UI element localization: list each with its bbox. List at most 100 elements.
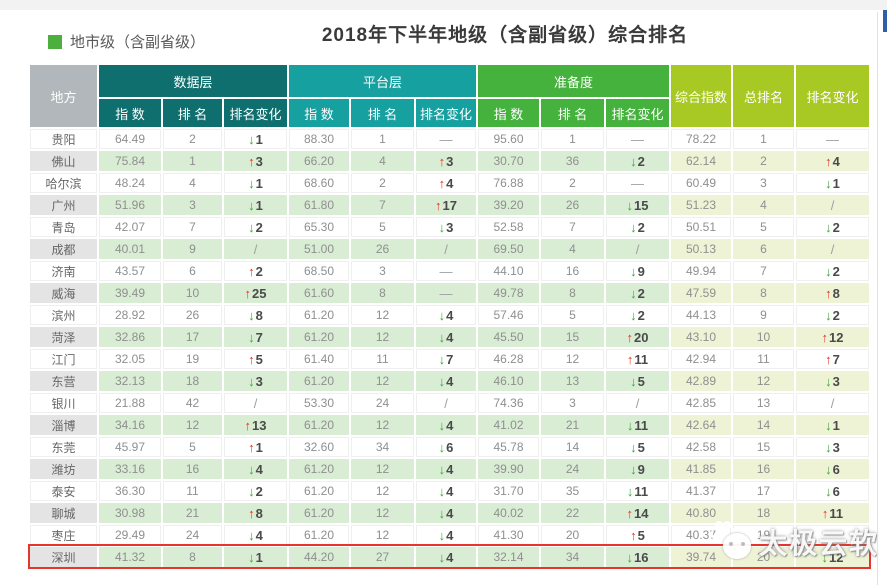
rank-change-cell: ↓ 4	[416, 503, 476, 523]
rank-cell: 8	[163, 547, 222, 567]
index-cell: 69.50	[478, 239, 539, 259]
down-arrow-icon: ↓	[248, 483, 255, 499]
index-cell: 44.13	[671, 305, 731, 325]
rank-change-cell: ↓ 3	[416, 217, 476, 237]
down-arrow-icon: ↓	[438, 461, 446, 477]
index-cell: 39.20	[478, 195, 539, 215]
rank-change-cell: ↓ 6	[796, 481, 869, 501]
down-arrow-icon: ↓	[248, 373, 255, 389]
index-cell: 64.49	[99, 129, 161, 149]
down-arrow-icon: ↓	[630, 285, 637, 301]
rank-cell: 1	[541, 129, 604, 149]
rank-change-cell: ↑ 13	[224, 415, 287, 435]
rank-cell: 12	[351, 305, 414, 325]
rank-change-cell: /	[416, 393, 476, 413]
index-cell: 32.13	[99, 371, 161, 391]
rank-cell: 26	[541, 195, 604, 215]
sub-header: 排 名	[351, 99, 414, 127]
rank-change-cell: ↓ 4	[416, 547, 476, 567]
sub-header: 指 数	[99, 99, 161, 127]
rank-change-cell: ↓ 7	[416, 349, 476, 369]
down-arrow-icon: ↓	[438, 439, 446, 455]
index-cell: 76.88	[478, 173, 539, 193]
rank-change-cell: ↓ 11	[606, 481, 669, 501]
index-cell: 62.14	[671, 151, 731, 171]
index-cell: 50.13	[671, 239, 731, 259]
place-cell: 贵阳	[30, 129, 97, 149]
place-cell: 东营	[30, 371, 97, 391]
up-arrow-icon: ↑	[626, 329, 634, 345]
sub-header: 排名变化	[416, 99, 476, 127]
index-cell: 31.70	[478, 481, 539, 501]
rank-cell: 34	[351, 437, 414, 457]
rank-change-cell: ↓ 15	[606, 195, 669, 215]
index-cell: 41.37	[671, 481, 731, 501]
place-cell: 滨州	[30, 305, 97, 325]
index-cell: 43.10	[671, 327, 731, 347]
index-cell: 42.89	[671, 371, 731, 391]
down-arrow-icon: ↓	[438, 373, 446, 389]
scrollbar-track[interactable]	[877, 12, 878, 585]
rank-cell: 17	[163, 327, 222, 347]
place-cell: 深圳	[30, 547, 97, 567]
rank-change-cell: ↓ 2	[796, 217, 869, 237]
place-cell: 江门	[30, 349, 97, 369]
index-cell: 42.94	[671, 349, 731, 369]
down-arrow-icon: ↓	[825, 461, 832, 477]
down-arrow-icon: ↓	[825, 417, 832, 433]
rank-change-cell: ↓ 2	[796, 261, 869, 281]
index-cell: 39.49	[99, 283, 161, 303]
index-cell: 30.98	[99, 503, 161, 523]
rank-cell: 18	[733, 503, 794, 523]
up-arrow-icon: ↑	[248, 439, 255, 455]
down-arrow-icon: ↓	[248, 175, 255, 191]
place-cell: 成都	[30, 239, 97, 259]
down-arrow-icon: ↓	[626, 483, 634, 499]
rank-cell: 11	[733, 349, 794, 369]
rank-change-cell: ↓ 2	[606, 305, 669, 325]
index-cell: 51.23	[671, 195, 731, 215]
index-cell: 42.07	[99, 217, 161, 237]
group-header: 平台层	[289, 65, 476, 97]
scrollbar-thumb[interactable]	[883, 10, 887, 32]
rank-change-cell: ↑ 4	[416, 173, 476, 193]
sub-header: 排 名	[163, 99, 222, 127]
rank-cell: 12	[351, 415, 414, 435]
down-arrow-icon: ↓	[630, 219, 637, 235]
rank-cell: 34	[541, 547, 604, 567]
rank-change-cell: ↓ 8	[224, 305, 287, 325]
down-arrow-icon: ↓	[825, 373, 832, 389]
rank-cell: 16	[163, 459, 222, 479]
down-arrow-icon: ↓	[248, 549, 255, 565]
down-arrow-icon: ↓	[626, 549, 634, 565]
rank-change-cell: ↓ 4	[416, 305, 476, 325]
rank-change-cell: ↓ 12	[796, 547, 869, 567]
down-arrow-icon: ↓	[248, 131, 255, 147]
place-cell: 菏泽	[30, 327, 97, 347]
rank-change-cell: ↑ 20	[606, 327, 669, 347]
rank-change-cell: /	[796, 239, 869, 259]
index-cell: 52.58	[478, 217, 539, 237]
rank-cell: 4	[733, 195, 794, 215]
up-arrow-icon: ↑	[821, 505, 829, 521]
rank-cell: 5	[733, 217, 794, 237]
rank-cell: 7	[541, 217, 604, 237]
rank-cell: 12	[541, 349, 604, 369]
up-arrow-icon: ↑	[248, 351, 255, 367]
rank-change-cell	[796, 525, 869, 545]
rank-cell: 12	[351, 481, 414, 501]
down-arrow-icon: ↓	[630, 307, 637, 323]
index-cell: 95.60	[478, 129, 539, 149]
rank-cell: 8	[733, 283, 794, 303]
index-cell: 33.16	[99, 459, 161, 479]
rank-change-cell: ↓ 1	[224, 173, 287, 193]
rank-cell: 1	[351, 129, 414, 149]
rank-change-cell: ↑ 5	[224, 349, 287, 369]
rank-change-cell: ↓ 11	[606, 415, 669, 435]
up-arrow-icon: ↑	[244, 285, 252, 301]
rank-cell: 1	[163, 151, 222, 171]
rank-change-cell: ↓ 5	[606, 437, 669, 457]
index-cell: 46.28	[478, 349, 539, 369]
rank-change-cell: ↓ 1	[796, 415, 869, 435]
down-arrow-icon: ↓	[630, 373, 637, 389]
